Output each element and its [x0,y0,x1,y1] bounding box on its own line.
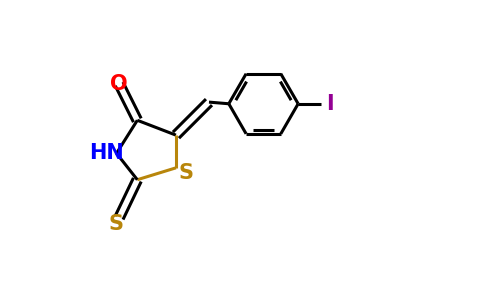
Text: I: I [326,94,333,114]
Text: HN: HN [89,143,124,163]
Text: S: S [179,163,194,183]
Text: O: O [110,74,128,94]
Text: S: S [108,214,123,234]
